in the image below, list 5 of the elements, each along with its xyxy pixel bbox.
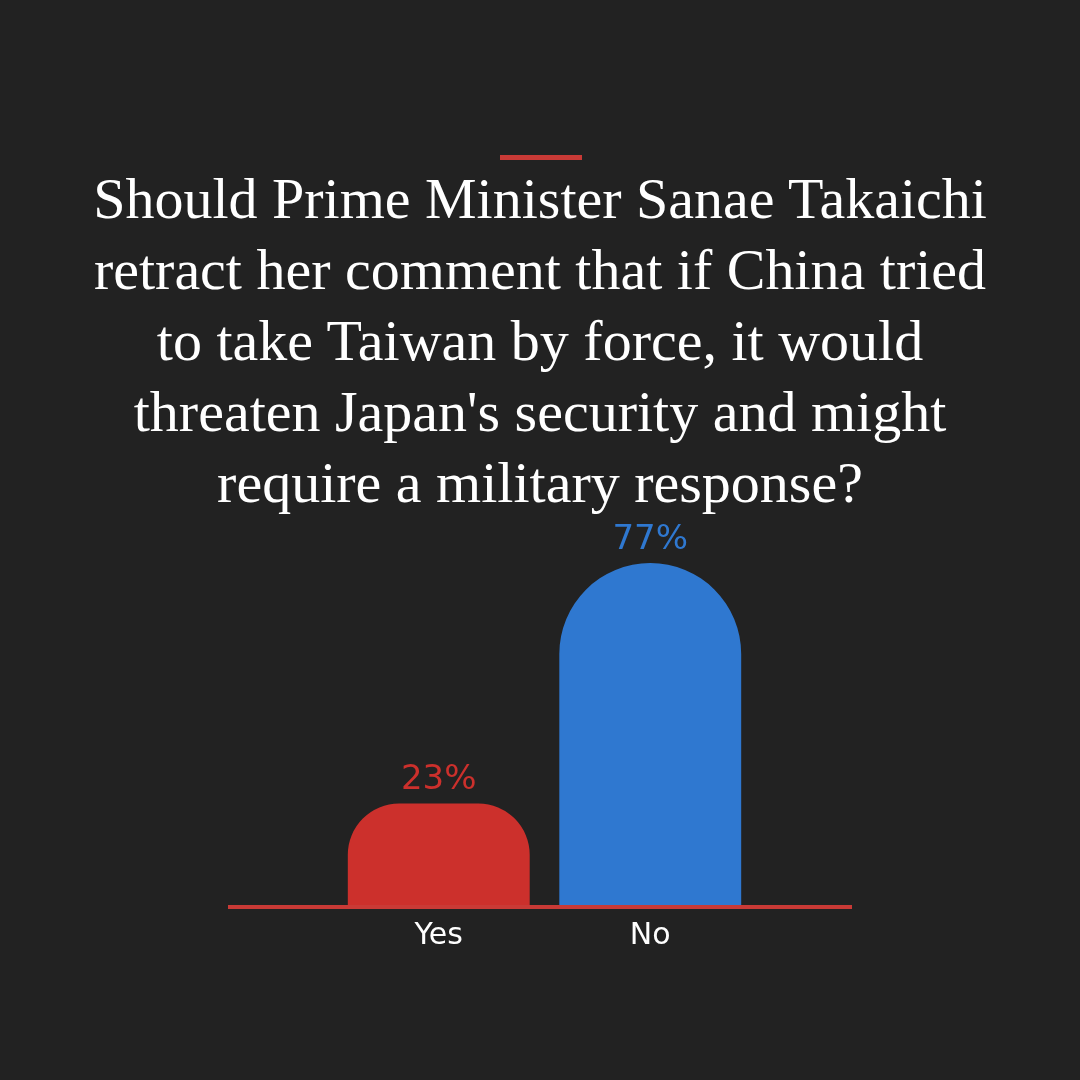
data-label: 77%	[612, 516, 689, 557]
x-tick-label: No	[629, 915, 671, 951]
x-tick-label: Yes	[413, 915, 463, 951]
data-label: 23%	[400, 757, 477, 798]
chart-title: Should Prime Minister Sanae Takaichi retract her comment that if China tried to take Taiwan by force, it would threaten Japan's security and might require a military response?	[92, 165, 988, 517]
